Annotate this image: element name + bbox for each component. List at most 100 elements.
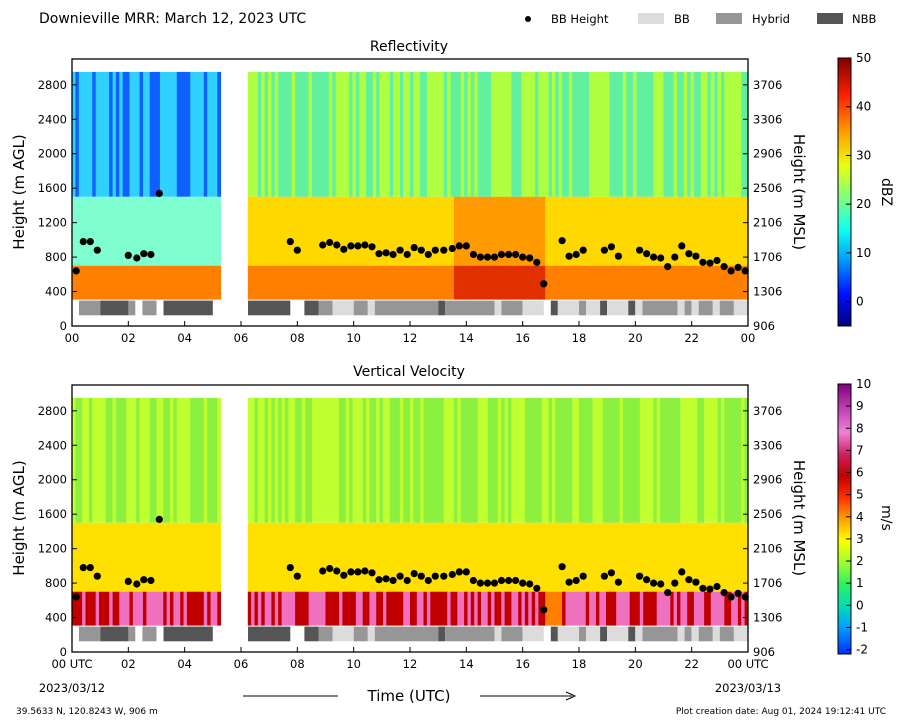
field-lower-column <box>288 265 293 300</box>
bb-height-point <box>79 564 87 572</box>
field-middle-column <box>214 196 218 266</box>
field-middle-column <box>359 196 364 266</box>
field-middle-column <box>274 196 279 266</box>
field-lower-column <box>284 265 289 300</box>
field-middle-column <box>325 196 330 266</box>
field-upper-column <box>295 397 299 523</box>
colorbar-tick-label: 7 <box>856 443 864 457</box>
field-lower-column <box>406 591 411 626</box>
bb-height-point <box>706 585 714 593</box>
bb-height-point <box>86 238 94 246</box>
velocity-y-ticks-right: 906 1306 1706 2106 2506 2906 3306 3706 <box>743 404 782 659</box>
bb-type-segment <box>719 626 734 642</box>
field-lower-column <box>514 265 519 300</box>
field-lower-column <box>136 591 140 626</box>
field-middle-column <box>305 522 309 592</box>
field-middle-column <box>372 196 377 266</box>
field-lower-column <box>214 591 218 626</box>
field-upper-column <box>92 71 97 197</box>
field-lower-column <box>697 591 702 626</box>
field-lower-column <box>423 591 428 626</box>
bb-height-point <box>565 252 573 260</box>
bb-type-segment <box>698 300 713 316</box>
field-middle-column <box>159 522 164 592</box>
field-lower-column <box>582 265 587 300</box>
field-upper-column <box>406 397 411 523</box>
colorbar-tick-label: 0 <box>856 598 864 612</box>
field-lower-column <box>464 265 468 300</box>
y-tick-label: 2800 <box>38 78 67 92</box>
field-upper-column <box>197 71 201 197</box>
field-upper-column <box>217 397 222 523</box>
field-lower-column <box>99 591 103 626</box>
field-lower-column <box>366 591 370 626</box>
bb-height-point <box>519 253 527 261</box>
field-lower-column <box>281 591 286 626</box>
bb-height-point <box>417 572 425 580</box>
x-tick-label: 10 <box>346 331 361 345</box>
field-middle-column <box>612 196 617 266</box>
x-tick-label: 20 <box>628 331 643 345</box>
field-upper-column <box>342 71 347 197</box>
field-lower-column <box>75 265 80 300</box>
field-lower-column <box>710 265 715 300</box>
y-right-tick-label: 3706 <box>753 78 782 92</box>
field-lower-column <box>315 591 320 626</box>
field-lower-column <box>731 591 735 626</box>
field-middle-column <box>531 522 536 592</box>
field-upper-column <box>305 397 309 523</box>
field-upper-column <box>704 397 708 523</box>
field-lower-column <box>403 265 407 300</box>
field-middle-column <box>345 196 350 266</box>
field-upper-column <box>109 397 113 523</box>
field-middle-column <box>254 522 259 592</box>
field-upper-column <box>325 71 330 197</box>
bb-height-point <box>572 250 580 259</box>
bb-type-segment <box>494 626 502 642</box>
field-upper-column <box>582 397 587 523</box>
field-middle-column <box>734 522 739 592</box>
field-lower-column <box>548 265 553 300</box>
field-middle-column <box>683 196 688 266</box>
colorbar-tick-label: -1 <box>856 620 868 634</box>
field-lower-column <box>315 265 320 300</box>
field-lower-column <box>467 265 472 300</box>
field-middle-column <box>95 522 100 592</box>
field-lower-column <box>318 265 323 300</box>
field-upper-column <box>149 397 154 523</box>
field-upper-column <box>342 397 347 523</box>
field-upper-column <box>369 397 374 523</box>
bb-height-point <box>440 572 448 580</box>
field-middle-column <box>251 522 255 592</box>
field-middle-column <box>369 196 374 266</box>
field-upper-column <box>572 71 576 197</box>
field-upper-column <box>585 397 590 523</box>
velocity-panel: Vertical Velocity 0400800120016002000240… <box>10 364 894 671</box>
x-tick-label: 02 <box>121 657 136 671</box>
field-upper-column <box>481 397 485 523</box>
field-middle-column <box>308 522 313 592</box>
field-upper-column <box>487 71 492 197</box>
field-upper-column <box>95 71 100 197</box>
field-lower-column <box>109 265 113 300</box>
field-upper-column <box>528 71 533 197</box>
field-lower-column <box>274 591 279 626</box>
field-lower-column <box>744 591 749 626</box>
bb-height-point <box>614 252 623 260</box>
y-tick-label: 800 <box>45 250 67 264</box>
bb-height-point <box>727 593 735 601</box>
field-upper-column <box>163 397 168 523</box>
colorbar-tick-label: 20 <box>856 197 871 211</box>
bb-height-point <box>79 238 87 246</box>
bb-type-segment <box>712 300 720 316</box>
field-upper-column <box>592 397 597 523</box>
y-tick-label: 1600 <box>38 507 67 521</box>
field-middle-column <box>683 522 688 592</box>
field-upper-column <box>78 397 83 523</box>
field-upper-column <box>176 397 181 523</box>
field-upper-column <box>301 397 306 523</box>
field-middle-column <box>704 196 708 266</box>
field-middle-column <box>582 196 587 266</box>
field-lower-column <box>636 591 641 626</box>
field-middle-column <box>176 196 181 266</box>
